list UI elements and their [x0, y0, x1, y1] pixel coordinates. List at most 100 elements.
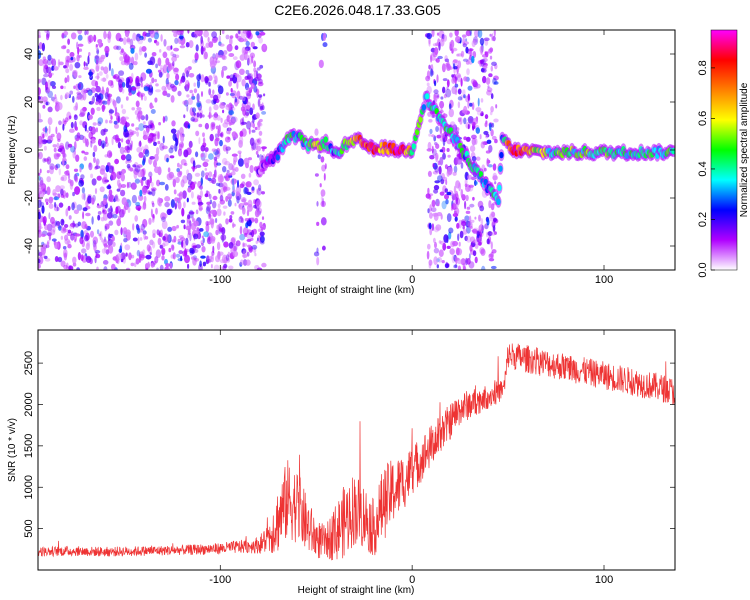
colorbar-tick-label: 0.2 [697, 212, 709, 227]
heatmap-noise-cell [180, 30, 184, 36]
heatmap-noise-cell [125, 96, 129, 101]
heatmap-noise-cell [321, 164, 326, 172]
heatmap-noise-cell [223, 50, 228, 55]
heatmap-noise-cell [468, 253, 471, 260]
heatmap-noise-cell [448, 103, 452, 110]
heatmap-noise-cell [490, 65, 493, 72]
heatmap-noise-cell [204, 193, 209, 198]
heatmap-noise-cell [434, 180, 441, 184]
heatmap-noise-cell [154, 97, 158, 103]
heatmap-noise-cell [56, 102, 63, 111]
heatmap-noise-cell [177, 193, 183, 197]
heatmap-noise-cell [427, 170, 432, 177]
heatmap-noise-cell [205, 80, 209, 85]
heatmap-noise-cell [116, 179, 121, 187]
heatmap-noise-cell [162, 135, 165, 144]
heatmap-noise-cell [189, 89, 193, 94]
heatmap-noise-cell [205, 223, 210, 233]
heatmap-noise-cell [170, 128, 177, 134]
heatmap-noise-cell [472, 80, 478, 88]
heatmap-noise-cell [433, 237, 436, 244]
heatmap-noise-cell [139, 46, 143, 53]
heatmap-noise-cell [454, 30, 459, 37]
heatmap-noise-cell [196, 194, 200, 201]
heatmap-noise-cell [130, 47, 135, 54]
heatmap-noise-cell [184, 248, 188, 258]
heatmap-noise-cell [486, 238, 490, 245]
heatmap-noise-cell [131, 123, 135, 127]
heatmap-noise-cell [475, 107, 482, 112]
heatmap-noise-cell [60, 235, 64, 240]
heatmap-noise-cell [474, 216, 477, 220]
heatmap-noise-cell [226, 169, 230, 174]
heatmap-noise-cell [119, 56, 124, 62]
heatmap-noise-cell [41, 233, 46, 237]
heatmap-noise-cell [121, 88, 125, 94]
heatmap-noise-cell [153, 159, 157, 168]
heatmap-noise-cell [453, 210, 457, 216]
heatmap-noise-cell [54, 201, 57, 208]
heatmap-noise-cell [244, 218, 250, 222]
heatmap-noise-cell [131, 194, 137, 204]
heatmap-noise-cell [246, 238, 252, 242]
heatmap-noise-cell [105, 73, 109, 79]
heatmap-noise-cell [66, 49, 70, 54]
heatmap-noise-cell [38, 258, 41, 264]
heatmap-noise-cell [67, 143, 73, 148]
heatmap-noise-cell [70, 32, 77, 40]
heatmap-noise-cell [86, 30, 89, 35]
heatmap-noise-cell [192, 248, 199, 254]
heatmap-noise-cell [482, 57, 488, 62]
heatmap-noise-cell [97, 214, 101, 221]
heatmap-noise-cell [56, 153, 61, 157]
heatmap-noise-cell [474, 243, 479, 249]
heatmap-noise-cell [63, 31, 69, 36]
heatmap-noise-cell [157, 57, 162, 67]
heatmap-noise-cell [482, 75, 487, 84]
heatmap-noise-cell [110, 115, 113, 120]
heatmap-noise-cell [235, 33, 239, 39]
heatmap-noise-cell [144, 149, 150, 157]
heatmap-noise-cell [234, 96, 238, 103]
heatmap-noise-cell [82, 211, 85, 220]
heatmap-noise-cell [149, 30, 156, 38]
heatmap-noise-cell [164, 196, 171, 202]
heatmap-noise-cell [232, 250, 239, 257]
heatmap-noise-cell [206, 204, 211, 212]
heatmap-noise-cell [77, 46, 80, 55]
heatmap-noise-cell [103, 66, 109, 75]
heatmap-noise-cell [47, 106, 53, 113]
heatmap-noise-cell [182, 100, 187, 105]
heatmap-noise-cell [478, 224, 485, 232]
heatmap-noise-cell [225, 146, 231, 151]
heatmap-noise-cell [181, 240, 184, 248]
heatmap-noise-cell [187, 180, 193, 186]
heatmap-noise-cell [197, 180, 202, 189]
heatmap-noise-cell [136, 115, 139, 120]
heatmap-noise-cell [231, 177, 235, 186]
heatmap-noise-cell [225, 218, 229, 225]
heatmap-noise-cell [457, 96, 463, 101]
heatmap-noise-cell [67, 173, 71, 180]
heatmap-noise-cell [252, 103, 255, 111]
heatmap-noise-cell [435, 58, 440, 63]
heatmap-noise-cell [159, 264, 164, 270]
heatmap-noise-cell [476, 230, 480, 239]
heatmap-noise-cell [457, 88, 462, 95]
heatmap-noise-cell [483, 167, 487, 172]
heatmap-noise-cell [43, 255, 48, 259]
heatmap-noise-cell [206, 201, 212, 205]
heatmap-noise-cell [179, 45, 186, 49]
heatmap-noise-cell [166, 72, 170, 80]
heatmap-noise-cell [225, 104, 231, 111]
heatmap-noise-cell [108, 165, 114, 173]
heatmap-noise-cell [180, 255, 183, 262]
x-tick-label: 100 [595, 274, 613, 286]
heatmap-noise-cell [438, 41, 441, 51]
heatmap-noise-cell [481, 265, 486, 270]
heatmap-noise-cell [93, 157, 96, 163]
heatmap-noise-cell [323, 173, 326, 181]
heatmap-noise-cell [217, 223, 223, 232]
heatmap-noise-cell [473, 227, 479, 231]
heatmap-noise-cell [489, 33, 492, 37]
